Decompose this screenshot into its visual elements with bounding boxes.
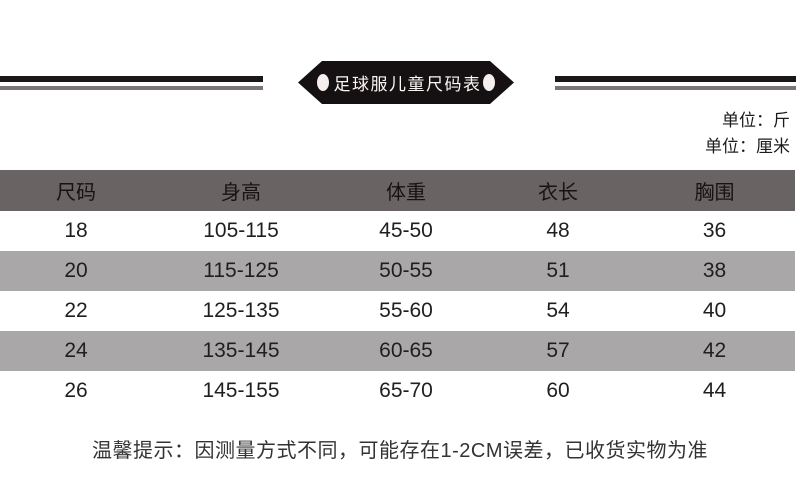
table-cell: 42	[634, 331, 795, 371]
table-cell: 145-155	[152, 371, 330, 411]
table-cell: 57	[482, 331, 634, 371]
table-cell: 60	[482, 371, 634, 411]
column-header: 衣长	[482, 170, 634, 211]
table-cell: 45-50	[330, 211, 482, 251]
decorative-line-right	[555, 76, 796, 90]
gray-line	[555, 86, 796, 90]
left-dot-icon	[317, 74, 329, 91]
table-cell: 38	[634, 251, 795, 291]
table-cell: 135-145	[152, 331, 330, 371]
table-row: 20 115-125 50-55 51 38	[0, 251, 795, 291]
unit-length-label: 单位：厘米	[705, 137, 790, 156]
table-cell: 115-125	[152, 251, 330, 291]
page-title: 足球服儿童尺码表	[333, 75, 482, 94]
table-cell: 36	[634, 211, 795, 251]
table-cell: 65-70	[330, 371, 482, 411]
table-cell: 26	[0, 371, 152, 411]
column-header: 身高	[152, 170, 330, 211]
table-row: 24 135-145 60-65 57 42	[0, 331, 795, 371]
table-cell: 40	[634, 291, 795, 331]
decorative-line-left	[0, 76, 263, 90]
column-header: 体重	[330, 170, 482, 211]
table-body: 18 105-115 45-50 48 36 20 115-125 50-55 51 38 22 12…	[0, 211, 795, 411]
table-cell: 48	[482, 211, 634, 251]
table-cell: 54	[482, 291, 634, 331]
black-line	[555, 76, 796, 82]
column-header: 胸围	[634, 170, 795, 211]
table-row: 22 125-135 55-60 54 40	[0, 291, 795, 331]
table-cell: 18	[0, 211, 152, 251]
table-row: 18 105-115 45-50 48 36	[0, 211, 795, 251]
table-cell: 51	[482, 251, 634, 291]
table-cell: 55-60	[330, 291, 482, 331]
gray-line	[0, 86, 263, 90]
table-cell: 125-135	[152, 291, 330, 331]
table-row: 26 145-155 65-70 60 44	[0, 371, 795, 411]
size-table: 尺码 身高 体重 衣长 胸围 18 105-115 45-50 48 36 20 115-125 50…	[0, 170, 795, 411]
title-badge: 足球服儿童尺码表	[296, 59, 516, 106]
table-cell: 20	[0, 251, 152, 291]
table-cell: 105-115	[152, 211, 330, 251]
unit-weight-label: 单位：斤	[722, 111, 790, 130]
table-cell: 60-65	[330, 331, 482, 371]
table-header-row: 尺码 身高 体重 衣长 胸围	[0, 170, 795, 211]
table-cell: 50-55	[330, 251, 482, 291]
table-cell: 44	[634, 371, 795, 411]
units-label-block: 单位：斤 单位：厘米	[705, 108, 790, 160]
table-cell: 24	[0, 331, 152, 371]
hexagon-badge-shape	[298, 61, 514, 104]
table-cell: 22	[0, 291, 152, 331]
right-dot-icon	[483, 74, 495, 91]
measurement-note: 温馨提示：因测量方式不同，可能存在1-2CM误差，已收货实物为准	[91, 440, 708, 462]
column-header: 尺码	[0, 170, 152, 211]
black-line	[0, 76, 263, 82]
